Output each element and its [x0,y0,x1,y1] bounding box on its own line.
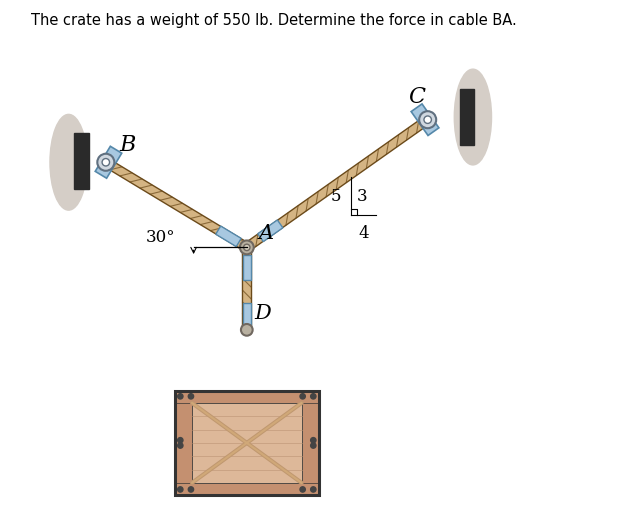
Circle shape [102,159,110,166]
Bar [175,391,319,495]
Bar [460,89,474,145]
Bar [301,391,319,495]
Polygon shape [243,255,251,280]
Circle shape [178,487,183,492]
Polygon shape [258,220,283,242]
Text: B: B [119,134,135,156]
Ellipse shape [454,69,492,165]
Text: 5: 5 [331,188,341,205]
Bar [175,391,319,403]
Polygon shape [411,104,439,136]
Bar [175,483,319,495]
Circle shape [311,437,316,443]
Circle shape [300,487,305,492]
Text: 30°: 30° [145,229,175,246]
Text: The crate has a weight of 550 lb. Determine the force in cable BA.: The crate has a weight of 550 lb. Determ… [31,13,517,28]
Polygon shape [216,226,241,247]
Text: D: D [255,304,271,323]
Text: 3: 3 [357,188,368,205]
Circle shape [243,244,250,251]
Circle shape [424,116,431,123]
Circle shape [311,443,316,448]
Bar [175,391,319,495]
Polygon shape [243,303,251,325]
Circle shape [188,487,193,492]
Circle shape [419,111,436,128]
Polygon shape [95,146,122,178]
Bar [192,403,301,483]
Circle shape [178,394,183,399]
Text: A: A [258,224,274,243]
Circle shape [178,443,183,448]
Circle shape [311,394,316,399]
Text: 4: 4 [358,225,369,242]
Circle shape [188,394,193,399]
Circle shape [311,487,316,492]
Circle shape [97,154,114,171]
Circle shape [178,437,183,443]
Ellipse shape [50,114,87,210]
Bar [74,133,89,189]
Circle shape [241,324,253,336]
Circle shape [300,394,305,399]
Text: C: C [408,86,425,108]
Circle shape [240,240,254,254]
Bar [175,391,192,495]
